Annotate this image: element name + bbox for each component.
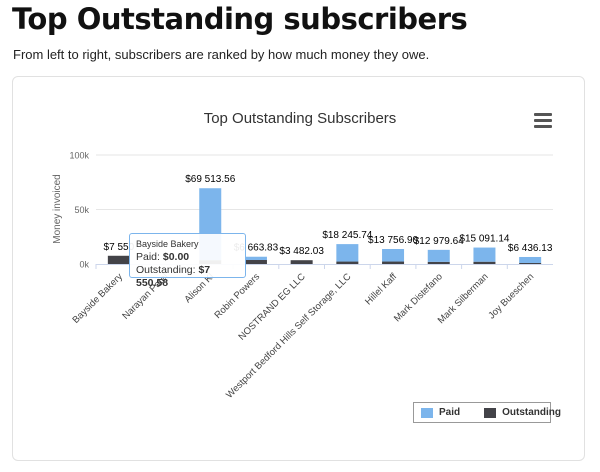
data-label: $7 550 [104,242,135,253]
tooltip-paid-row: Paid: $0.00 [136,251,239,264]
bar-outstanding[interactable] [290,260,313,264]
data-label: $12 979.64 [414,236,464,247]
data-label: $13 756.90 [368,235,418,246]
tooltip-outstanding-row: Outstanding: $7 550.58 [136,264,239,290]
legend-item-paid[interactable]: Paid [421,407,460,418]
bar-outstanding[interactable] [336,261,359,264]
x-tick-label: Bayside Bakery [71,271,126,326]
bar-outstanding[interactable] [382,261,405,264]
data-label: $69 513.56 [185,174,235,185]
bar-outstanding[interactable] [473,261,496,264]
bar-outstanding[interactable] [244,260,267,264]
page-title: Top Outstanding subscribers [12,2,468,36]
bar-outstanding[interactable] [519,262,542,264]
data-label: $15 091.14 [459,234,509,245]
tooltip-outstanding-label: Outstanding: [136,264,199,276]
page-subtitle: From left to right, subscribers are rank… [13,47,430,62]
y-tick-label: 0k [79,260,89,270]
legend-label-paid: Paid [439,407,461,418]
chart-card [12,76,585,461]
legend-swatch-paid [421,407,433,418]
chart-menu-button[interactable] [534,113,552,129]
bar-paid[interactable] [473,247,496,262]
bar-paid[interactable] [519,256,542,263]
y-tick-labels: 0k 50k 100k [69,151,89,270]
x-tick-label: Hillel Kaff [363,271,399,307]
bar-outstanding[interactable] [427,261,450,264]
chart-legend: Paid Outstanding [413,402,561,423]
chart-tooltip: Bayside Bakery Paid: $0.00 Outstanding: … [129,233,246,289]
bar-outstanding[interactable] [107,255,130,264]
tooltip-outstanding-value: $7 550.58 [136,264,211,289]
y-tick-label: 100k [69,151,89,161]
data-label: $6 663.83 [234,243,279,254]
hamburger-menu-icon [534,113,552,128]
data-label: $3 482.03 [279,246,324,257]
data-label: $18 245.74 [322,230,372,241]
grid-lines [96,154,553,210]
data-label: $6 436.13 [508,243,553,254]
x-tick-label: Joy Bueschen [486,271,536,321]
legend-label-outstanding: Outstanding [502,407,562,418]
y-axis-label: Money invoiced [52,174,63,243]
bar-paid[interactable] [336,244,359,262]
y-tick-label: 50k [74,205,89,215]
tooltip-paid-value: $0.00 [162,251,190,263]
legend-item-outstanding[interactable]: Outstanding [484,407,561,418]
bar-paid[interactable] [244,256,267,261]
chart-title: Top Outstanding Subscribers [204,110,397,127]
data-labels: $7 550 $69 513.56 $6 663.83 $3 482.03 $18 24… [104,174,553,257]
legend-swatch-outstanding [484,407,497,418]
tooltip-series-name: Bayside Bakery [136,239,199,249]
bar-paid[interactable] [382,249,405,262]
tooltip-paid-label: Paid: [136,251,163,263]
bar-paid[interactable] [427,249,450,262]
